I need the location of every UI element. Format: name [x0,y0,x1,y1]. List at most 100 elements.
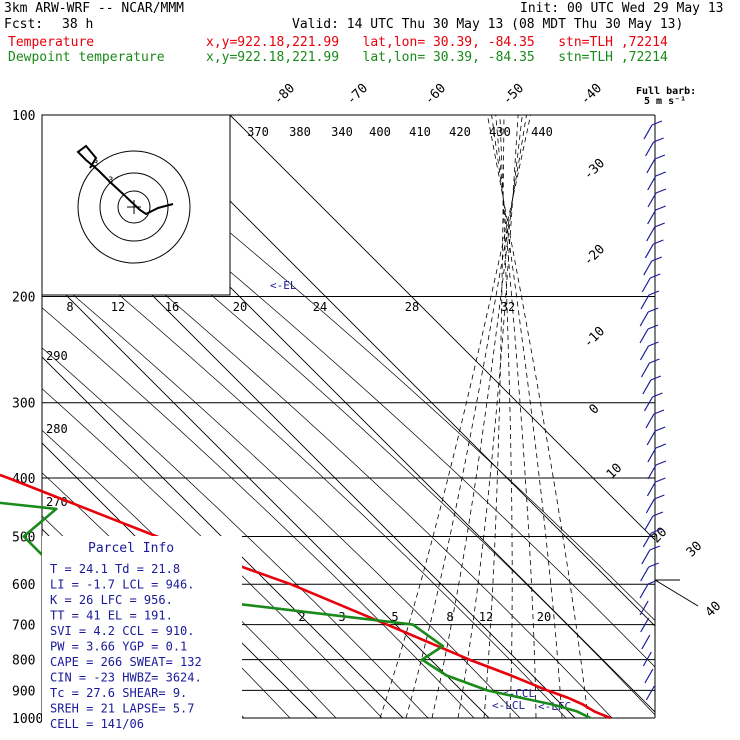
pressure-tick-label: 1000 [12,712,43,727]
moist-adiabat [405,115,527,718]
parcel-row: CELL = 141/06 [50,717,144,731]
hodo-height-label: 3 [93,159,98,169]
wind-barb-staff [643,396,653,412]
isotherm-tick-label: 30 [684,539,706,561]
mixing-ratio-label: 12 [479,610,493,624]
hodo-trace [76,144,174,216]
wind-barb-staff [644,515,654,531]
theta-label: 380 [289,125,311,139]
parcel-row: T = 24.1 Td = 21.8 [50,562,180,576]
isotherm-tick-label: 0 [586,401,602,417]
full-barb-label: Full barb: [636,86,696,97]
dry-adiabat [42,347,429,718]
wind-barb-flag [653,137,664,143]
wind-barb-staff [646,226,656,242]
dewpoint-line [0,501,592,720]
hodo-speed-label: 32 [501,300,515,314]
isotherm [143,115,655,627]
mixing-ratio-label: 8 [446,610,453,624]
theta-label: 370 [247,125,269,139]
moist-adiabat [491,115,563,718]
wind-barb-staff [639,328,649,344]
wind-barb-staff [647,464,657,480]
wind-barb-staff [643,260,653,276]
isotherm-tick-label: -70 [344,81,371,108]
wind-barb-flag [654,494,665,500]
hodo-ring [99,172,169,242]
isotherm-tick-label: -10 [581,324,608,351]
wind-barb-staff [647,209,657,225]
wind-barb-flag [652,511,664,517]
pressure-tick-label: 100 [12,109,35,124]
wind-barb-flag [648,341,659,347]
wind-barb-flag [648,290,660,296]
dry-adiabat [42,153,655,716]
theta-label: 340 [331,125,353,139]
dry-adiabat [42,307,475,718]
wind-barb-staff [647,447,657,463]
theta-label: 410 [409,125,431,139]
pressure-tick-label: 300 [12,397,35,412]
isotherm-tick-label: -20 [581,242,608,269]
parcel-box [42,536,242,722]
parcel-row: LI = -1.7 LCL = 946. [50,578,195,592]
wind-barbs [639,120,699,701]
pressure-tick-label: 900 [12,684,35,699]
wind-barb-flag [647,324,659,330]
wind-barb-staff [644,243,654,259]
hodo-ring [117,190,151,224]
parcel-title: Parcel Info [88,541,174,556]
parcel-row: CIN = -23 HWBZ= 3624. [50,671,202,685]
legend-dewpoint: Dewpoint temperature [8,50,165,65]
wind-barb-staff [642,379,652,395]
wind-barb-flag [655,443,667,449]
fcst-label: Fcst: [4,17,44,32]
moist-adiabat [487,115,589,718]
valid-time: Valid: 14 UTC Thu 30 May 13 (08 MDT Thu … [292,17,684,32]
theta-label: 430 [489,125,511,139]
wind-barb-flag [649,358,660,364]
hodo-speed-label: 20 [233,300,247,314]
moist-adiabat [483,115,505,718]
el-marker: <-EL [270,279,297,292]
theta-label: 440 [531,125,553,139]
wind-barb-flag [648,562,659,568]
parcel-info: Parcel Info T = 24.1 Td = 21.8 LI = -1.7 L… [42,536,242,731]
wind-barb-staff [646,481,656,497]
wind-barb-flag [655,205,666,211]
isotherm-tick-label: -50 [500,81,527,108]
parcel-row: PW = 3.66 YGP = 0.1 [50,640,187,654]
isotherm-tick-label: -30 [581,156,608,183]
wind-barb-staff [645,685,655,701]
isotherm-tick-label: -40 [578,81,605,108]
wind-barb-flag [655,188,667,194]
dry-adiabat [85,115,655,621]
moist-adiabat [499,115,513,718]
parcel-row: SREH = 21 LAPSE= 5.7 [50,702,195,716]
wind-barb-staff [645,141,655,157]
moist-adiabat [495,115,537,718]
hodo-speed-label: 28 [405,300,419,314]
wind-barb-staff [639,311,649,327]
wind-barb-staff [639,583,649,599]
wind-barb-flag [651,256,662,262]
parcel-row: TT = 41 EL = 191. [50,609,173,623]
wind-barb-staff [639,600,649,616]
pressure-tick-label: 700 [12,619,35,634]
pressure-tick-label: 400 [12,472,35,487]
wind-barb-flag [650,273,661,279]
hodo-height-label: 3 [108,176,113,186]
fcst-value: 38 h [62,17,94,32]
wind-barb-staff [640,294,650,310]
full-barb-value: 5 m s⁻¹ [644,96,686,107]
wind-barb-flag [654,222,665,228]
wind-barb-staff [644,668,654,684]
isotherm [42,356,404,718]
wind-barb-staff [643,124,653,140]
dry-adiabat [42,228,567,718]
wind-barb-flag [655,477,666,483]
model-title: 3km ARW-WRF -- NCAR/MMM [4,1,185,16]
mixing-ratio-label: 2 [298,610,305,624]
wind-barb-flag [653,409,665,415]
